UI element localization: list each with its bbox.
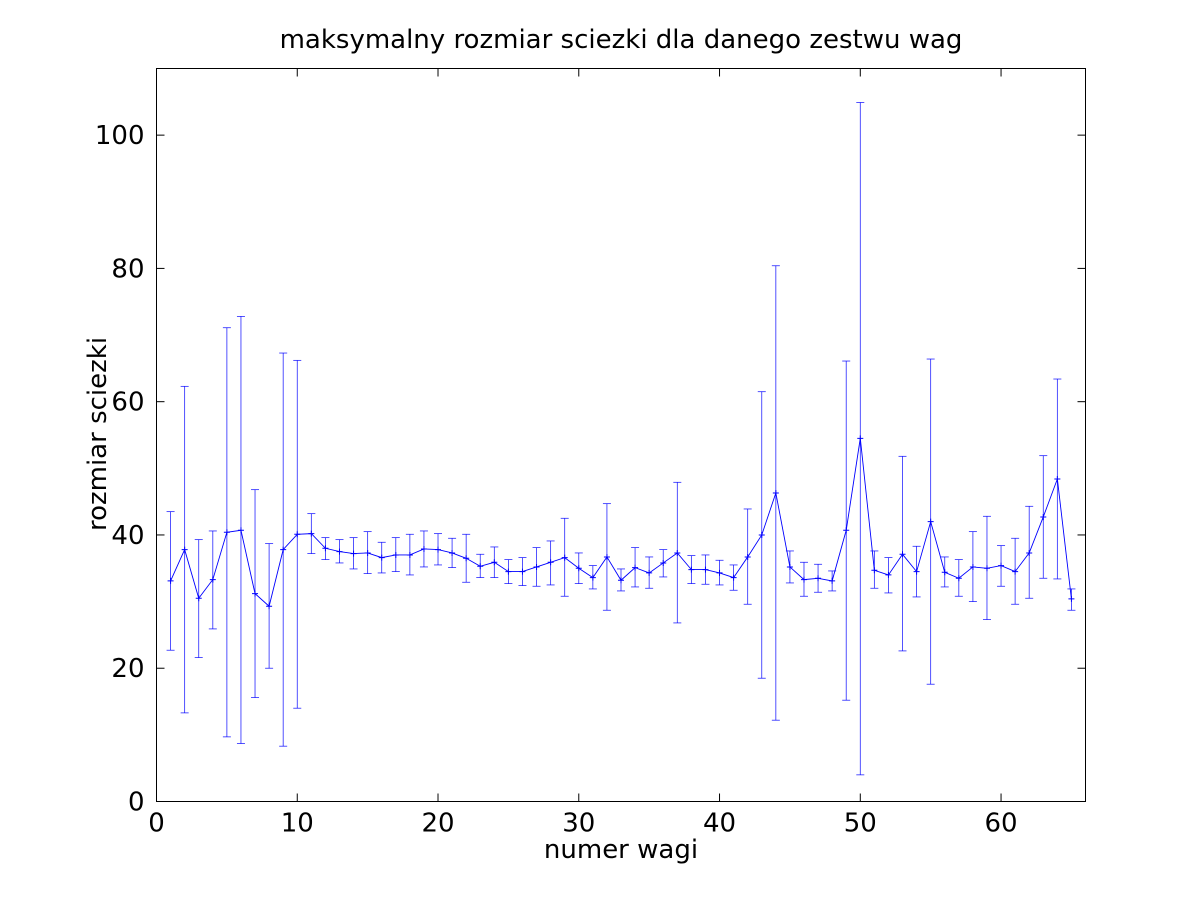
data-point	[237, 527, 244, 534]
data-point	[786, 563, 793, 570]
data-point	[913, 568, 920, 575]
tick-labels: 0 10 20 30 40 50 60 0 20 40 60 80 100	[95, 121, 1018, 838]
data-point	[744, 553, 751, 560]
data-point	[843, 527, 850, 534]
x-tick-label: 20	[421, 809, 454, 839]
data-point	[406, 551, 413, 558]
data-point	[364, 549, 371, 556]
data-point	[1012, 568, 1019, 575]
data-point	[758, 531, 765, 538]
data-point	[1068, 595, 1075, 602]
data-point	[252, 590, 259, 597]
data-point	[336, 548, 343, 555]
data-point	[998, 562, 1005, 569]
data-point	[983, 565, 990, 572]
y-tick-label: 80	[111, 254, 144, 284]
y-tick-label: 20	[111, 654, 144, 684]
y-tick-label: 60	[111, 388, 144, 418]
data-point	[772, 489, 779, 496]
data-point	[688, 566, 695, 573]
data-point	[378, 554, 385, 561]
y-axis-label: rozmiar sciezki	[83, 337, 113, 531]
data-point	[969, 563, 976, 570]
axis-ticks	[156, 68, 1086, 802]
data-point	[955, 575, 962, 582]
x-tick-label: 60	[984, 809, 1017, 839]
data-point	[800, 576, 807, 583]
data-point	[491, 559, 498, 566]
data-point	[885, 571, 892, 578]
data-point	[561, 554, 568, 561]
data-point	[420, 545, 427, 552]
data-point	[449, 549, 456, 556]
data-point	[589, 574, 596, 581]
data-point	[280, 546, 287, 553]
data-point	[1054, 475, 1061, 482]
x-tick-label: 10	[281, 809, 314, 839]
data-point	[575, 565, 582, 572]
series-group	[167, 435, 1075, 610]
data-point	[1040, 513, 1047, 520]
chart-title: maksymalny rozmiar sciezki dla danego ze…	[280, 25, 963, 55]
data-point	[322, 545, 329, 552]
data-point	[266, 603, 273, 610]
x-axis-label: numer wagi	[544, 835, 698, 865]
data-point	[505, 568, 512, 575]
data-point	[435, 546, 442, 553]
data-point	[223, 529, 230, 536]
data-point	[167, 577, 174, 584]
data-point	[660, 559, 667, 566]
data-point	[730, 574, 737, 581]
data-point	[927, 518, 934, 525]
data-point	[308, 530, 315, 537]
data-point	[632, 564, 639, 571]
x-tick-label: 0	[148, 809, 165, 839]
data-point	[392, 551, 399, 558]
data-point	[899, 551, 906, 558]
data-point	[857, 435, 864, 442]
x-tick-label: 30	[562, 809, 595, 839]
data-point	[294, 531, 301, 538]
plot-frame	[156, 68, 1086, 802]
y-tick-label: 0	[128, 788, 145, 818]
data-point	[674, 549, 681, 556]
data-point	[815, 575, 822, 582]
data-point	[195, 595, 202, 602]
data-point	[646, 569, 653, 576]
data-point	[603, 553, 610, 560]
y-tick-label: 100	[95, 121, 145, 151]
data-point	[871, 567, 878, 574]
error-bars	[166, 102, 1076, 776]
y-tick-label: 40	[111, 521, 144, 551]
data-point	[716, 569, 723, 576]
data-point	[209, 576, 216, 583]
data-point	[547, 559, 554, 566]
data-point	[477, 563, 484, 570]
data-point	[702, 566, 709, 573]
data-point	[829, 577, 836, 584]
data-point	[618, 577, 624, 584]
data-point	[519, 568, 526, 575]
x-tick-label: 50	[844, 809, 877, 839]
data-point	[533, 563, 540, 570]
data-point	[181, 546, 188, 553]
data-point	[1026, 549, 1033, 556]
data-point	[350, 550, 357, 557]
data-point	[941, 569, 948, 576]
data-point	[463, 555, 470, 562]
x-tick-label: 40	[703, 809, 736, 839]
